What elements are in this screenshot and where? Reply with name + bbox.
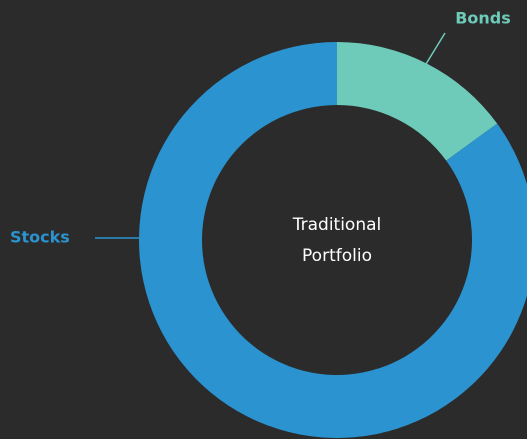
slice-label: Stocks	[10, 228, 70, 247]
slice	[337, 42, 498, 161]
slices	[139, 42, 527, 438]
center-text: Traditional	[292, 215, 382, 235]
slice-label: Bonds	[455, 9, 511, 28]
leader-line	[425, 32, 446, 65]
center-text: Portfolio	[302, 246, 372, 266]
slice	[139, 42, 527, 438]
